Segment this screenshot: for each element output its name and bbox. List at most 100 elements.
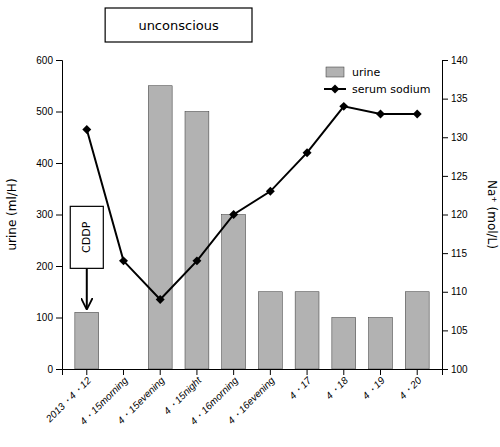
bar [112, 369, 136, 370]
annotations: CDDP unconscious [70, 8, 252, 308]
chart: 2013・4・124・15morning4・15evening4・15night… [0, 0, 500, 447]
tick-mark [442, 369, 448, 370]
marker [119, 256, 128, 265]
tick-mark [442, 176, 448, 177]
tick: 4・16evening [225, 369, 277, 426]
tick: 4・17 [287, 369, 314, 401]
annotation: CDDP [80, 221, 93, 253]
tick: 130 [442, 132, 468, 143]
tick-label: 125 [451, 171, 468, 182]
tick-label: 600 [36, 55, 53, 66]
tick: 4・20 [397, 369, 424, 401]
bar-series [75, 86, 429, 369]
tick-label: 300 [36, 209, 53, 220]
tick-mark [343, 369, 344, 375]
legend-label: serum sodium [352, 83, 430, 96]
annotation-box [105, 8, 252, 42]
tick: 100 [36, 312, 62, 323]
line [87, 106, 417, 299]
marker [82, 125, 91, 134]
tick-mark [56, 369, 62, 370]
y2-axis-title: Na⁺ (mol/L) [485, 180, 499, 249]
tick-label: 120 [451, 209, 468, 220]
tick-mark [233, 369, 234, 375]
legend: urine serum sodium [324, 66, 430, 96]
tick: 125 [442, 171, 468, 182]
marker [156, 295, 165, 304]
tick: 300 [36, 209, 62, 220]
tick: 135 [442, 93, 468, 104]
marker-series [82, 102, 421, 304]
legend-item: urine [326, 66, 381, 79]
legend-item: serum sodium [324, 83, 430, 96]
bar [222, 215, 246, 370]
annotation: unconscious [138, 18, 219, 33]
tick: 105 [442, 325, 468, 336]
tick-mark [160, 369, 161, 375]
tick: 120 [442, 209, 468, 220]
tick-label: 135 [451, 93, 468, 104]
x-axis: 2013・4・124・15morning4・15evening4・15night… [43, 369, 443, 427]
annotation-arrow [86, 268, 88, 308]
tick-mark [442, 99, 448, 100]
legend-label: urine [352, 66, 381, 79]
tick-label: 115 [451, 248, 467, 259]
tick-label: 100 [451, 364, 468, 375]
tick-mark [442, 215, 448, 216]
tick-mark [442, 330, 448, 331]
bar [75, 312, 99, 369]
tick: 115 [442, 248, 467, 259]
axis-line [443, 61, 449, 370]
bar [185, 112, 209, 370]
tick-mark [442, 137, 448, 138]
bar [405, 292, 429, 369]
tick-label: 4・20 [397, 374, 424, 401]
marker [376, 110, 385, 119]
marker [413, 110, 422, 119]
tick-mark [417, 369, 418, 375]
tick-label: 4・17 [287, 374, 314, 401]
marker [229, 210, 238, 219]
marker [266, 187, 275, 196]
tick-label: 4・15evening [115, 374, 167, 426]
tick: 400 [36, 158, 62, 169]
tick-label: 100 [36, 312, 53, 323]
axis-line [56, 61, 63, 370]
tick-mark [380, 369, 381, 375]
tick: 0 [47, 364, 62, 375]
y-axis: 0 100 200 300 400 500 600 [36, 55, 62, 375]
tick-label: 0 [47, 364, 53, 375]
tick-mark [196, 369, 197, 375]
legend-swatch [326, 67, 344, 77]
tick-mark [56, 266, 62, 267]
tick-mark [56, 112, 62, 113]
plot: 2013・4・124・15morning4・15evening4・15night… [5, 8, 499, 427]
tick: 500 [36, 106, 62, 117]
tick: 140 [442, 55, 468, 66]
tick: 600 [36, 55, 62, 66]
bar [295, 292, 319, 369]
tick-label: 4・18 [324, 374, 351, 401]
tick-mark [56, 60, 62, 61]
tick: 200 [36, 261, 62, 272]
tick-mark [270, 369, 271, 375]
annotation-box [70, 206, 103, 268]
marker [303, 148, 312, 157]
axis-line [63, 370, 443, 376]
tick-label: 400 [36, 158, 53, 169]
marker [192, 256, 201, 265]
bar [332, 318, 356, 370]
tick-label: 105 [451, 325, 468, 336]
tick-label: 140 [451, 55, 468, 66]
tick-mark [86, 369, 87, 375]
tick-mark [123, 369, 124, 375]
tick-mark [56, 318, 62, 319]
bar [148, 86, 172, 369]
tick-mark [56, 163, 62, 164]
tick-mark [442, 292, 448, 293]
tick-label: 4・19 [360, 374, 387, 401]
marks [75, 86, 429, 369]
tick: 4・19 [360, 369, 387, 401]
bar [258, 292, 282, 369]
marker [339, 102, 348, 111]
